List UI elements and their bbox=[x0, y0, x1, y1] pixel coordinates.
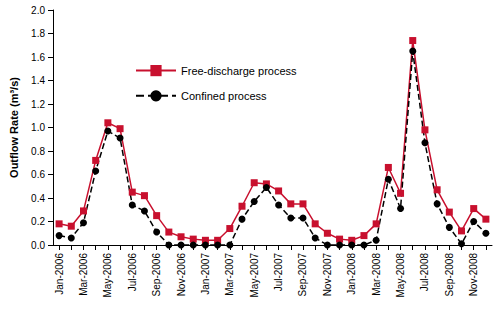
svg-text:Jan-2006: Jan-2006 bbox=[54, 253, 65, 295]
svg-text:Sep-2007: Sep-2007 bbox=[297, 253, 308, 297]
svg-text:Free-discharge process: Free-discharge process bbox=[181, 65, 297, 77]
svg-text:Nov-2008: Nov-2008 bbox=[468, 253, 479, 297]
svg-text:0.4: 0.4 bbox=[31, 193, 45, 204]
svg-text:1.8: 1.8 bbox=[31, 28, 45, 39]
svg-text:1.6: 1.6 bbox=[31, 52, 45, 63]
svg-text:Jan-2007: Jan-2007 bbox=[200, 253, 211, 295]
svg-text:Outflow Rate (m³/s): Outflow Rate (m³/s) bbox=[8, 77, 20, 178]
svg-text:0.2: 0.2 bbox=[31, 216, 45, 227]
svg-text:Sep-2006: Sep-2006 bbox=[151, 253, 162, 297]
svg-text:Mar-2006: Mar-2006 bbox=[78, 253, 89, 296]
svg-text:Jul-2008: Jul-2008 bbox=[419, 253, 430, 292]
svg-text:0.6: 0.6 bbox=[31, 169, 45, 180]
svg-text:Nov-2007: Nov-2007 bbox=[322, 253, 333, 297]
svg-text:1.4: 1.4 bbox=[31, 75, 45, 86]
svg-text:Mar-2007: Mar-2007 bbox=[224, 253, 235, 296]
svg-text:Confined process: Confined process bbox=[181, 90, 267, 102]
svg-text:0.0: 0.0 bbox=[31, 240, 45, 251]
svg-text:1.0: 1.0 bbox=[31, 122, 45, 133]
svg-text:Jul-2007: Jul-2007 bbox=[273, 253, 284, 292]
svg-text:Nov-2006: Nov-2006 bbox=[176, 253, 187, 297]
svg-text:May-2008: May-2008 bbox=[395, 253, 406, 298]
svg-text:May-2006: May-2006 bbox=[102, 253, 113, 298]
svg-text:Sep-2008: Sep-2008 bbox=[444, 253, 455, 297]
svg-text:Mar-2008: Mar-2008 bbox=[371, 253, 382, 296]
svg-text:Jan-2008: Jan-2008 bbox=[346, 253, 357, 295]
svg-text:2.0: 2.0 bbox=[31, 5, 45, 16]
svg-text:0.8: 0.8 bbox=[31, 146, 45, 157]
svg-text:Jul-2006: Jul-2006 bbox=[127, 253, 138, 292]
svg-text:1.2: 1.2 bbox=[31, 99, 45, 110]
svg-text:May-2007: May-2007 bbox=[249, 253, 260, 298]
